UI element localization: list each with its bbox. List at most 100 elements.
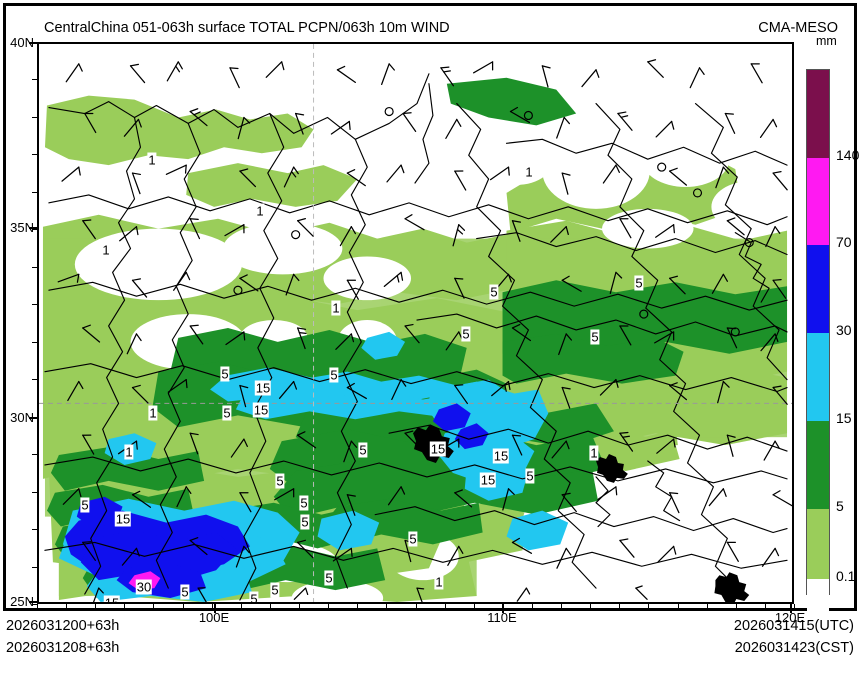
lat-minor-tick — [32, 604, 37, 605]
contour-value-label: 5 — [590, 329, 600, 345]
colorbar-tick-label: 5 — [836, 498, 844, 514]
lat-minor-tick — [32, 304, 37, 306]
colorbar-tick-label: 140 — [836, 147, 860, 163]
contour-value-label: 5 — [180, 584, 190, 600]
contour-value-label: 5 — [270, 582, 280, 598]
lat-minor-tick — [32, 529, 37, 531]
contour-value-label: 30 — [135, 579, 153, 595]
lon-minor-tick — [502, 604, 504, 609]
lat-tick-label: 30N — [10, 410, 34, 425]
contour-value-label: 5 — [299, 495, 309, 511]
page-title: CentralChina 051-063h surface TOTAL PCPN… — [44, 20, 450, 36]
colorbar-segment-70-140[interactable] — [807, 158, 829, 245]
contour-value-label: 5 — [634, 275, 644, 291]
lat-minor-tick — [32, 154, 37, 156]
wind-barbs — [57, 59, 792, 602]
colorbar[interactable] — [806, 69, 830, 656]
contour-value-label: 5 — [249, 591, 259, 602]
model-label: CMA-MESO — [758, 20, 838, 36]
colorbar-segment-above-140[interactable] — [807, 70, 829, 158]
contour-value-label: 1 — [255, 203, 265, 219]
lat-tick-mark — [29, 227, 38, 229]
precipitation-map — [39, 44, 792, 602]
lon-minor-tick — [269, 604, 271, 609]
lat-minor-tick — [32, 454, 37, 456]
valid-time-cst: 2026031423(CST) — [734, 640, 854, 656]
lon-minor-tick — [590, 604, 592, 609]
contour-value-label: 15 — [103, 595, 121, 602]
lon-minor-tick — [328, 604, 330, 609]
lon-minor-tick — [415, 604, 417, 609]
colorbar-segment-15-30[interactable] — [807, 333, 829, 421]
lon-tick-label: 110E — [487, 610, 517, 625]
outer-frame — [3, 3, 857, 611]
contour-value-label: 15 — [479, 472, 497, 488]
lat-tick-mark — [29, 601, 38, 603]
lon-minor-tick — [299, 604, 301, 609]
lon-minor-tick — [531, 604, 533, 609]
contour-value-label: 1 — [101, 242, 111, 258]
lat-minor-tick — [32, 191, 37, 193]
calm-wind-marker — [233, 106, 754, 337]
contour-value-label: 5 — [220, 366, 230, 382]
lat-tick-label: 35N — [10, 220, 34, 235]
map-plot-area[interactable]: 1111115555551551511515151515551555530555… — [37, 42, 794, 604]
lon-tick-mark — [214, 604, 216, 613]
colorbar-unit-label: mm — [816, 34, 837, 48]
contour-value-label: 15 — [254, 380, 272, 396]
lon-minor-tick — [386, 604, 388, 609]
contour-value-label: 5 — [324, 570, 334, 586]
contour-value-label: 5 — [525, 468, 535, 484]
contour-value-label: 5 — [222, 405, 232, 421]
contour-value-label: 1 — [331, 300, 341, 316]
contour-value-label: 1 — [524, 164, 534, 180]
lon-minor-tick — [95, 604, 97, 609]
colorbar-tick-label: 30 — [836, 322, 852, 338]
colorbar-segment-below-0.1[interactable] — [807, 579, 829, 656]
contour-value-label: 5 — [461, 326, 471, 342]
contour-value-label: 5 — [358, 442, 368, 458]
contour-value-label: 15 — [252, 402, 270, 418]
lon-minor-tick — [124, 604, 126, 609]
colorbar-tick-label: 0.1 — [836, 568, 856, 584]
colorbar-tick-label: 15 — [836, 410, 852, 426]
administrative-boundaries — [44, 73, 788, 601]
lat-tick-label: 25N — [10, 594, 34, 609]
contour-value-label: 1 — [434, 574, 444, 590]
lat-tick-label: 40N — [10, 35, 34, 50]
lon-minor-tick — [182, 604, 184, 609]
lon-minor-tick — [240, 604, 242, 609]
lon-minor-tick — [561, 604, 563, 609]
contour-value-label: 5 — [300, 514, 310, 530]
lon-minor-tick — [66, 604, 68, 609]
lat-minor-tick — [32, 566, 37, 568]
lat-minor-tick — [32, 116, 37, 118]
init-time-cst: 2026031208+63h — [6, 640, 120, 656]
colorbar-segment-30-70[interactable] — [807, 245, 829, 333]
lat-minor-tick — [32, 379, 37, 381]
lon-minor-tick — [153, 604, 155, 609]
lat-minor-tick — [32, 341, 37, 343]
lon-tick-mark — [790, 604, 792, 613]
init-time-utc: 2026031200+63h — [6, 618, 120, 634]
lat-minor-tick — [32, 266, 37, 268]
lon-minor-tick — [619, 604, 621, 609]
lon-tick-label: 100E — [198, 610, 230, 625]
lat-tick-mark — [29, 417, 38, 419]
colorbar-tick-label: 70 — [836, 234, 852, 250]
lon-minor-tick — [37, 604, 38, 609]
lon-minor-tick — [735, 604, 737, 609]
contour-value-label: 5 — [489, 284, 499, 300]
lat-minor-tick — [32, 79, 37, 81]
lon-minor-tick — [473, 604, 475, 609]
lat-tick-mark — [29, 42, 38, 44]
contour-value-label: 15 — [492, 448, 510, 464]
lon-minor-tick — [648, 604, 650, 609]
lon-minor-tick — [444, 604, 446, 609]
colorbar-segment-5-15[interactable] — [807, 421, 829, 509]
colorbar-segment-0.1-5[interactable] — [807, 509, 829, 579]
lat-minor-tick — [32, 416, 37, 418]
contour-value-label: 5 — [408, 531, 418, 547]
contour-value-label: 1 — [147, 152, 157, 168]
